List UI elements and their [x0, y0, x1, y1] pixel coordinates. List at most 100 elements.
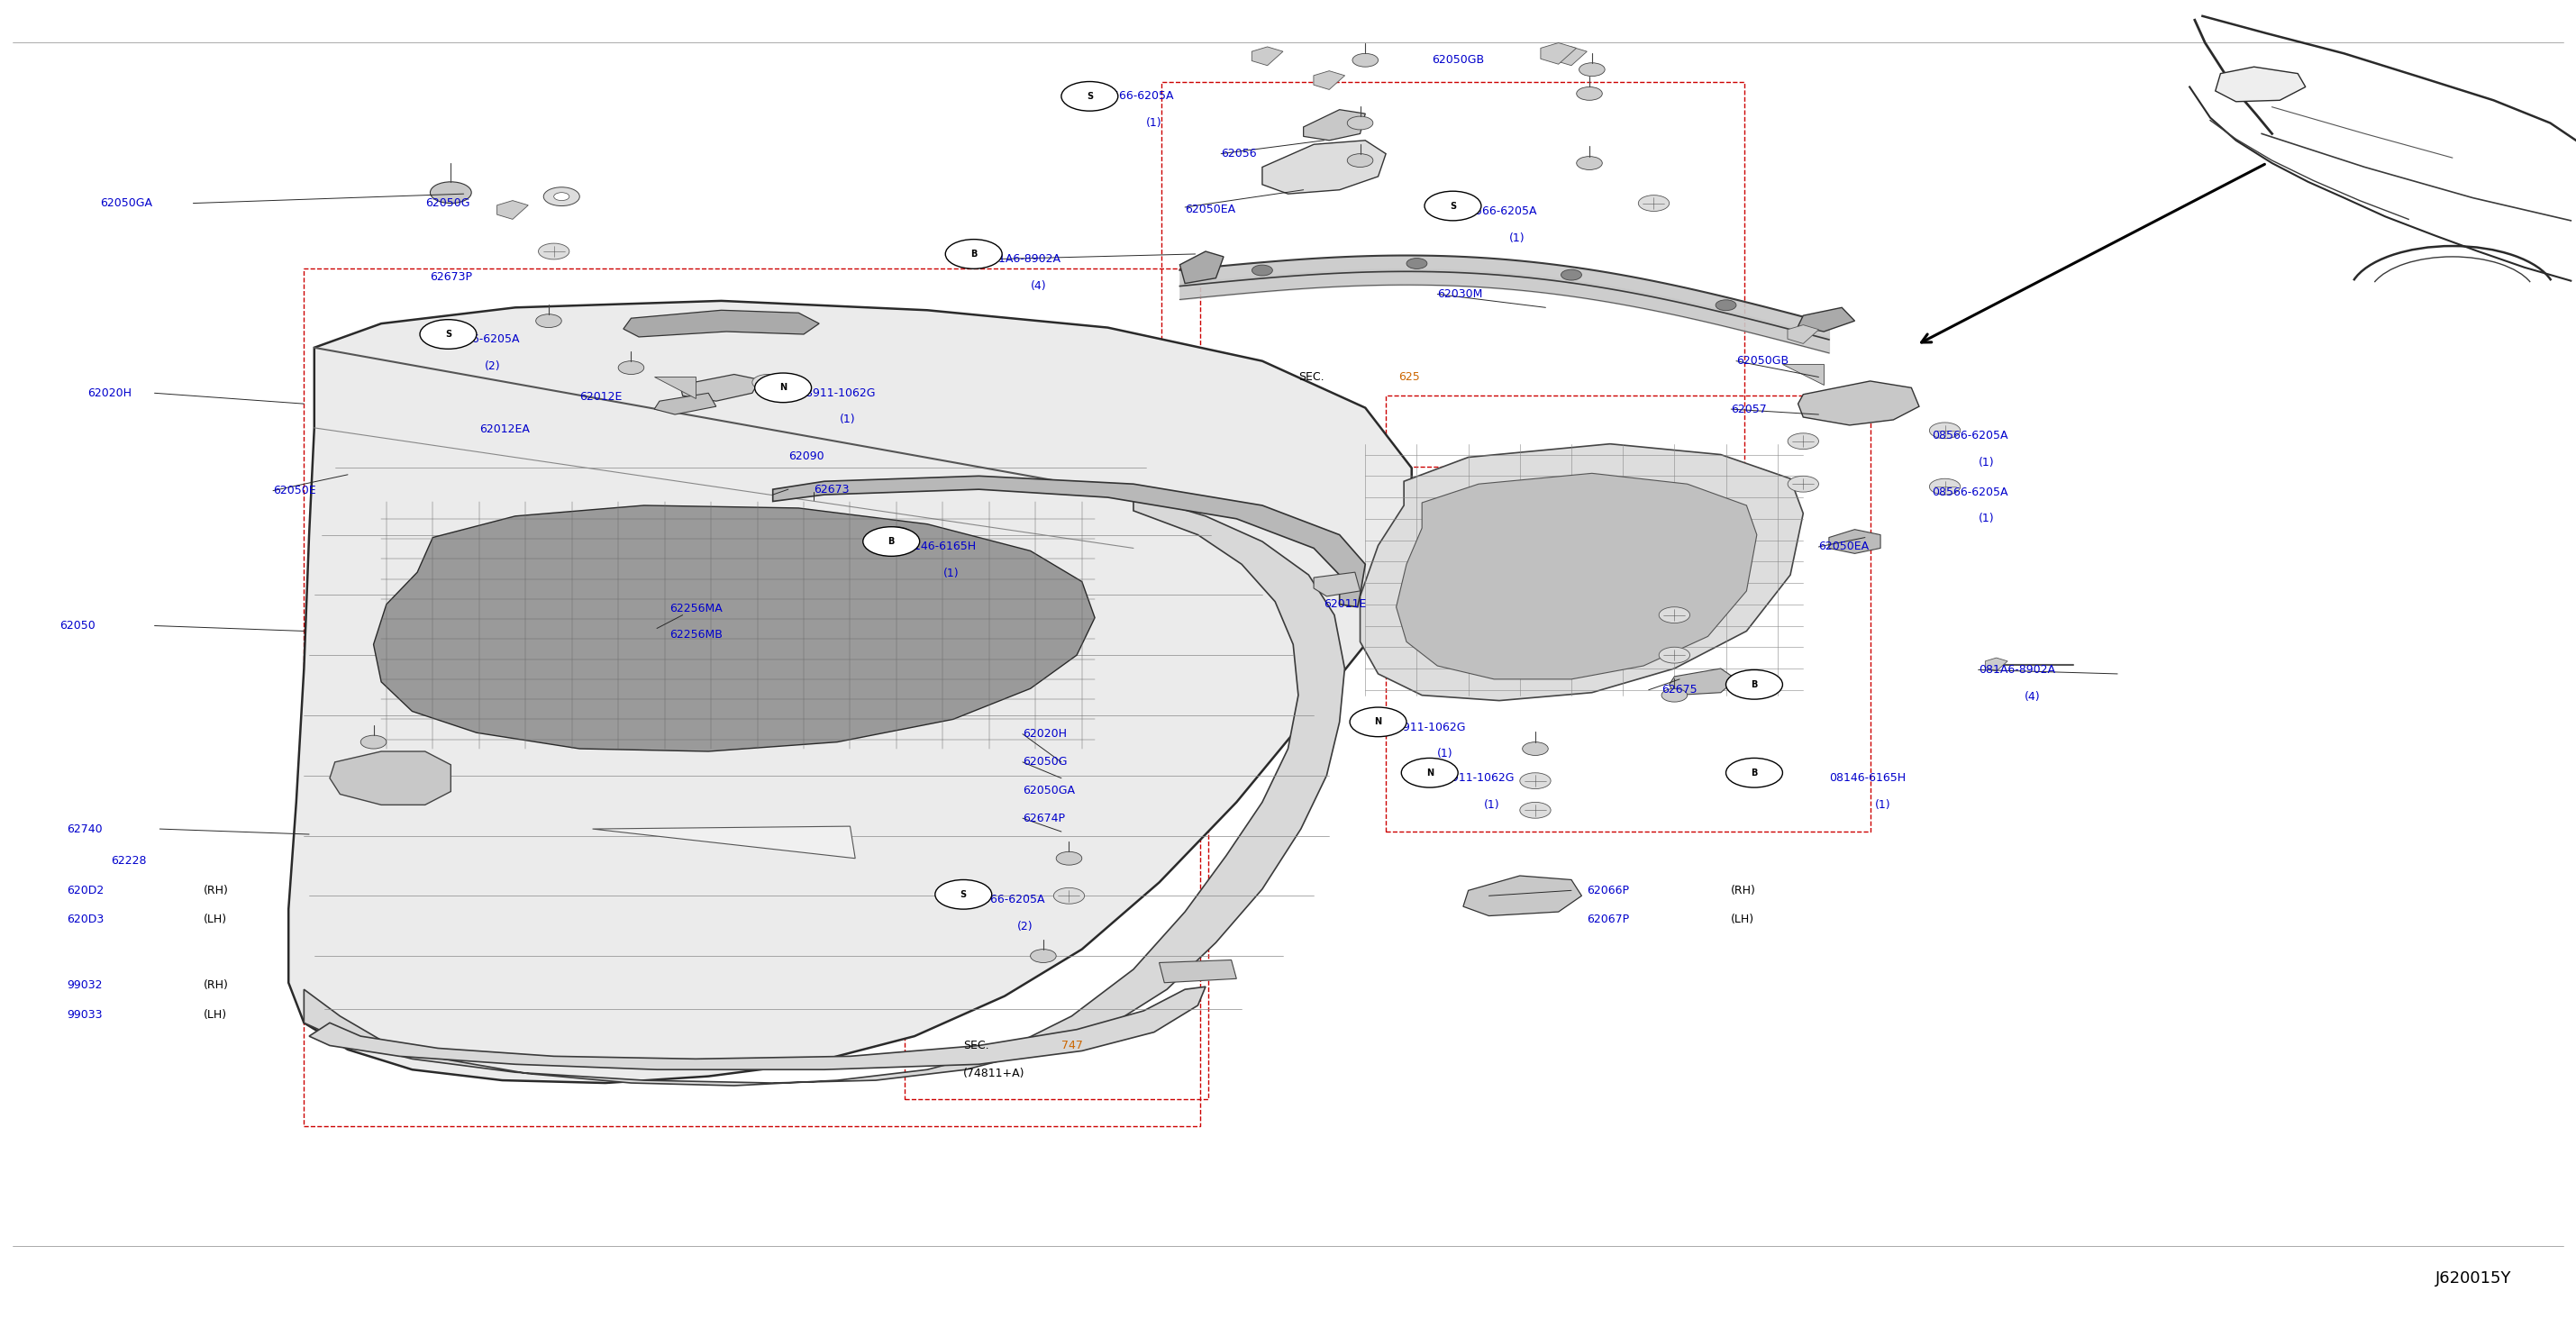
Text: 62090: 62090 [788, 451, 824, 461]
Text: 62067P: 62067P [1587, 915, 1628, 925]
Text: (RH): (RH) [1731, 885, 1757, 896]
Circle shape [1347, 154, 1373, 167]
Text: 747: 747 [1061, 1040, 1082, 1051]
Circle shape [1662, 689, 1687, 702]
Text: 62256MB: 62256MB [670, 630, 724, 640]
Text: (1): (1) [1978, 457, 1994, 468]
Circle shape [1252, 265, 1273, 275]
Circle shape [1788, 476, 1819, 492]
PathPatch shape [1314, 71, 1345, 90]
Circle shape [1522, 742, 1548, 755]
Text: 62050G: 62050G [425, 198, 469, 209]
PathPatch shape [654, 393, 716, 414]
Text: (4): (4) [2025, 691, 2040, 702]
Text: S: S [961, 890, 966, 898]
Circle shape [1788, 433, 1819, 449]
Text: 62012EA: 62012EA [479, 424, 531, 435]
Text: (1): (1) [1978, 513, 1994, 524]
Circle shape [1352, 53, 1378, 67]
Text: (1): (1) [840, 414, 855, 425]
Circle shape [1061, 82, 1118, 111]
Circle shape [1638, 195, 1669, 211]
Text: (1): (1) [1510, 233, 1525, 243]
Text: 62050EA: 62050EA [1819, 541, 1870, 552]
Circle shape [1726, 758, 1783, 787]
PathPatch shape [680, 374, 760, 401]
Text: (LH): (LH) [204, 1009, 227, 1020]
PathPatch shape [1798, 308, 1855, 332]
Text: S: S [446, 330, 451, 338]
PathPatch shape [304, 495, 1345, 1086]
Text: B: B [971, 250, 976, 258]
Text: (RH): (RH) [204, 885, 229, 896]
Circle shape [1929, 422, 1960, 439]
Circle shape [945, 239, 1002, 269]
Text: 62050GA: 62050GA [1023, 785, 1074, 796]
PathPatch shape [1463, 876, 1582, 916]
Text: SEC.: SEC. [1298, 372, 1324, 382]
Circle shape [361, 735, 386, 749]
Circle shape [1056, 852, 1082, 865]
PathPatch shape [1303, 110, 1365, 140]
Text: 08566-6205A: 08566-6205A [443, 334, 520, 345]
PathPatch shape [1262, 140, 1386, 194]
Text: (1): (1) [1146, 118, 1162, 128]
Circle shape [420, 320, 477, 349]
Text: 620D3: 620D3 [67, 915, 103, 925]
Text: 08911-1062G: 08911-1062G [799, 388, 876, 398]
Circle shape [536, 314, 562, 328]
Text: 62674P: 62674P [1023, 813, 1064, 824]
Text: B: B [1752, 681, 1757, 689]
Text: 62011E: 62011E [1324, 599, 1368, 610]
Text: 62740: 62740 [67, 824, 103, 834]
PathPatch shape [1788, 325, 1819, 344]
Circle shape [1561, 270, 1582, 281]
Text: 62050GB: 62050GB [1432, 55, 1484, 66]
Text: J620015Y: J620015Y [2434, 1270, 2512, 1286]
PathPatch shape [1783, 364, 1824, 385]
PathPatch shape [1396, 473, 1757, 679]
Circle shape [1520, 802, 1551, 818]
Text: 62050EA: 62050EA [1185, 205, 1236, 215]
Text: 08566-6205A: 08566-6205A [1932, 431, 2009, 441]
PathPatch shape [497, 201, 528, 219]
Circle shape [1929, 479, 1960, 495]
Circle shape [1401, 758, 1458, 787]
Text: (LH): (LH) [204, 915, 227, 925]
Text: 08566-6205A: 08566-6205A [1097, 91, 1175, 102]
PathPatch shape [1798, 381, 1919, 425]
Text: 08566-6205A: 08566-6205A [1932, 487, 2009, 497]
Text: 62066P: 62066P [1587, 885, 1628, 896]
Text: (4): (4) [1030, 281, 1046, 291]
Text: 62050GB: 62050GB [1736, 356, 1788, 366]
Text: 08566-6205A: 08566-6205A [969, 894, 1046, 905]
PathPatch shape [374, 505, 1095, 751]
PathPatch shape [1159, 960, 1236, 983]
Text: 62050G: 62050G [1023, 757, 1066, 767]
PathPatch shape [1360, 444, 1803, 701]
Text: (2): (2) [484, 361, 500, 372]
Circle shape [1577, 87, 1602, 100]
Text: 625: 625 [1399, 372, 1419, 382]
Text: SEC.: SEC. [963, 1040, 989, 1051]
PathPatch shape [592, 826, 855, 858]
Circle shape [755, 373, 811, 402]
Text: 62057: 62057 [1731, 404, 1767, 414]
Text: (1): (1) [943, 568, 958, 579]
Text: (2): (2) [1018, 921, 1033, 932]
Circle shape [1425, 191, 1481, 221]
Text: 081A6-8902A: 081A6-8902A [1978, 664, 2056, 675]
Text: 99033: 99033 [67, 1009, 103, 1020]
PathPatch shape [2215, 67, 2306, 102]
Circle shape [863, 527, 920, 556]
Text: (RH): (RH) [204, 980, 229, 991]
PathPatch shape [1556, 47, 1587, 66]
Text: 62020H: 62020H [88, 388, 131, 398]
Text: 62673P: 62673P [430, 271, 471, 282]
Text: 081A6-8902A: 081A6-8902A [984, 254, 1061, 265]
Circle shape [1716, 299, 1736, 310]
Circle shape [1659, 607, 1690, 623]
Text: 08911-1062G: 08911-1062G [1388, 722, 1466, 733]
Circle shape [1579, 63, 1605, 76]
Circle shape [881, 527, 912, 543]
